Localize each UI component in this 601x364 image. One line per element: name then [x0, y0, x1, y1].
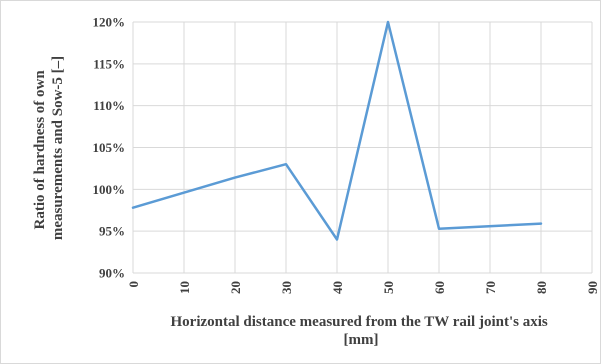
x-tick-label: 0: [126, 281, 141, 288]
x-tick-labels: 0 10 20 30 40 50 60 70 80 90: [126, 281, 600, 294]
axes: [132, 22, 592, 274]
y-tick-label: 120%: [93, 15, 126, 30]
y-axis-title: Ratio of hardness of own measurements an…: [32, 56, 66, 240]
x-tick-label: 20: [228, 281, 243, 294]
series-group: [131, 20, 543, 241]
y-tick-label: 95%: [99, 224, 125, 239]
y-axis-title-line-2: measurements and Sow-5 [–]: [50, 56, 66, 240]
x-axis-title: Horizontal distance measured from the TW…: [171, 314, 552, 348]
x-tick-label: 70: [483, 281, 498, 294]
x-tick-label: 60: [432, 281, 447, 294]
y-axis-title-line-1: Ratio of hardness of own: [32, 70, 48, 230]
y-tick-label: 115%: [93, 56, 125, 71]
y-tick-labels: 90% 95% 100% 105% 110% 115% 120%: [93, 15, 126, 281]
grid-lines: [133, 21, 593, 273]
x-axis-title-line-1: Horizontal distance measured from the TW…: [171, 314, 548, 330]
y-tick-label: 90%: [99, 266, 125, 281]
x-tick-label: 10: [177, 281, 192, 294]
x-tick-label: 40: [330, 281, 345, 294]
y-tick-label: 105%: [93, 140, 126, 155]
x-axis-title-line-2: [mm]: [344, 332, 379, 348]
y-tick-label: 110%: [93, 98, 125, 113]
x-tick-label: 30: [279, 281, 294, 294]
x-tick-label: 50: [381, 281, 396, 294]
x-tick-label: 80: [534, 281, 549, 294]
x-tick-label: 90: [585, 281, 600, 294]
y-tick-label: 100%: [93, 182, 126, 197]
